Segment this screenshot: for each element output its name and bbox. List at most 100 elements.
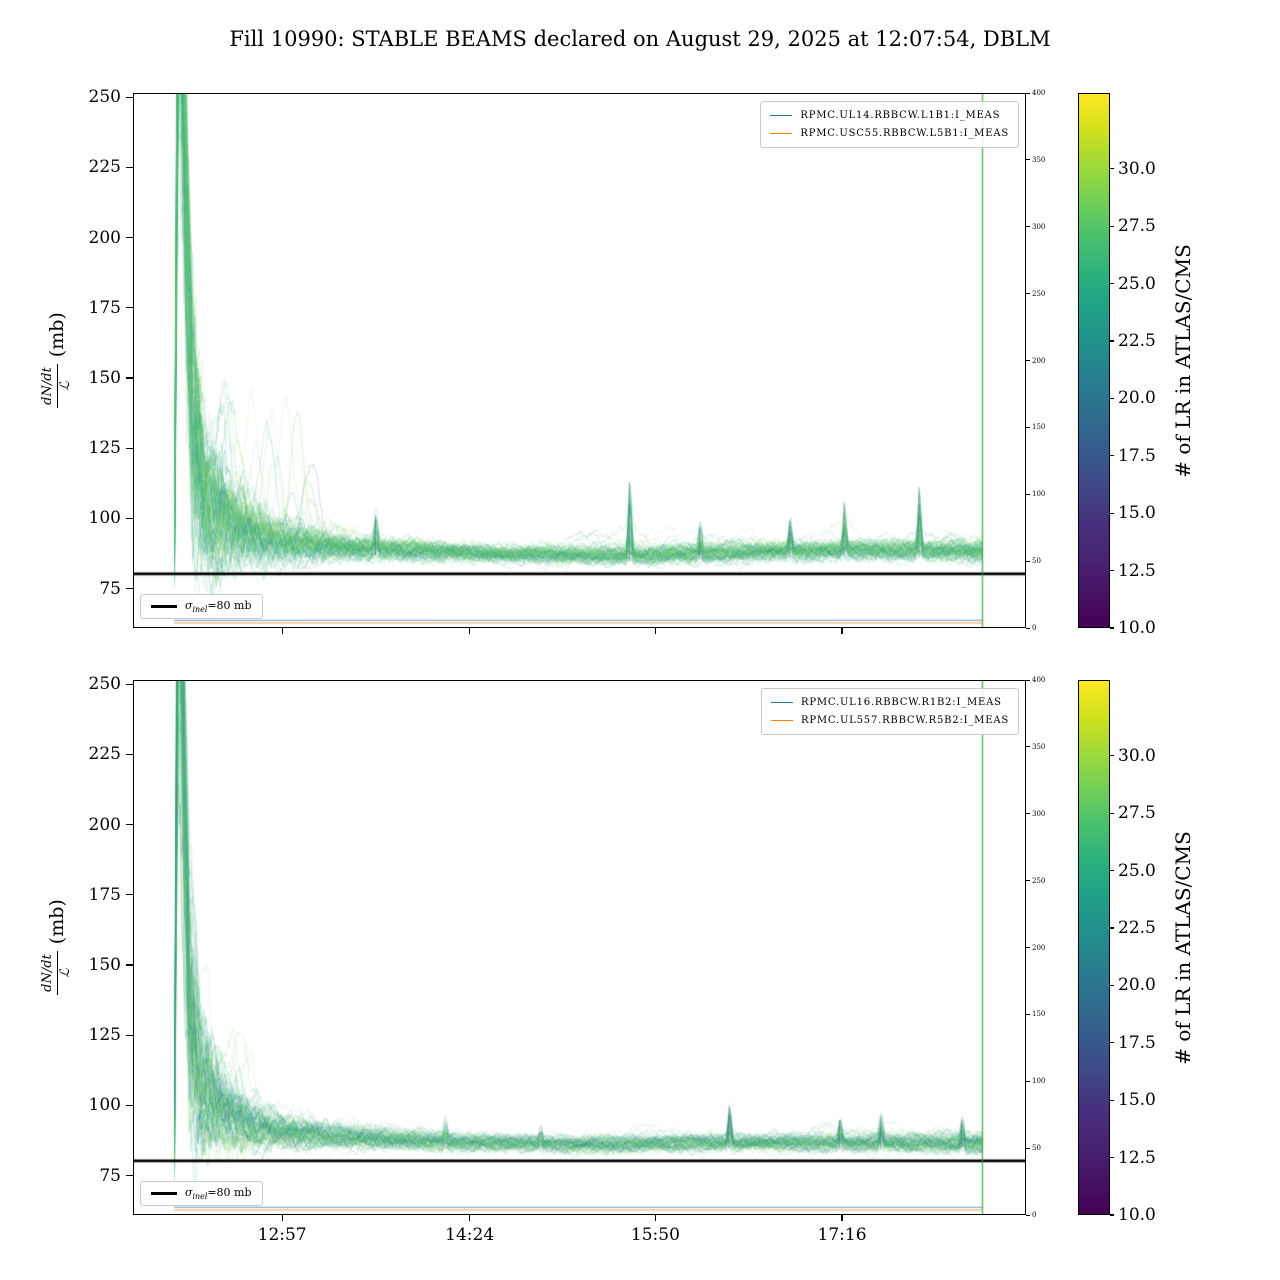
x-tick-mark <box>841 1215 843 1221</box>
colorbar-tick-label: 15.0 <box>1118 1090 1156 1111</box>
legend-label: RPMC.USC55.RBBCW.L5B1:I_MEAS <box>800 127 1009 139</box>
colorbar-label-top: # of LR in ATLAS/CMS <box>1171 244 1195 478</box>
y-tick-mark <box>126 894 133 896</box>
legend-label: RPMC.UL16.RBBCW.R1B2:I_MEAS <box>800 697 1002 708</box>
colorbar-tick-label: 25.0 <box>1118 860 1156 881</box>
right-axis-tick-label: 400 <box>1032 89 1046 97</box>
right-axis-tick-mark <box>1026 560 1030 562</box>
y-tick-label: 150 <box>88 368 121 389</box>
y-tick-mark <box>126 964 133 966</box>
threshold-legend-top: σinel=80 mb <box>140 593 263 619</box>
legend-item: RPMC.UL557.RBBCW.R5B2:I_MEAS <box>770 712 1009 730</box>
y-axis-unit: (mb) <box>46 899 68 945</box>
colorbar-tick-mark <box>1110 869 1114 872</box>
colorbar-tick-mark <box>1110 455 1114 457</box>
right-axis-tick-label: 350 <box>1032 742 1046 751</box>
right-axis-tick-mark <box>1026 1080 1030 1082</box>
colorbar-tick-mark <box>1110 812 1114 814</box>
right-axis-tick-label: 300 <box>1032 222 1046 231</box>
y-axis-numerator: dN/dt <box>40 951 58 995</box>
colorbar-tick-mark <box>1110 927 1114 929</box>
y-tick-label: 200 <box>88 227 121 248</box>
x-tick-mark <box>281 1215 283 1221</box>
right-axis-tick-label: 0 <box>1032 1211 1037 1219</box>
legend-label: RPMC.UL14.RBBCW.L1B1:I_MEAS <box>800 110 1001 121</box>
y-tick-label: 75 <box>99 578 121 599</box>
colorbar-tick-mark <box>1110 1156 1114 1159</box>
right-axis-tick-label: 200 <box>1032 356 1046 365</box>
right-axis-tick-label: 200 <box>1032 943 1046 952</box>
colorbar-tick-label: 10.0 <box>1118 1205 1156 1225</box>
threshold-label: σinel=80 mb <box>185 1185 252 1201</box>
colorbar-tick-mark <box>1110 755 1114 757</box>
y-tick-mark <box>126 96 133 98</box>
right-axis-tick-label: 0 <box>1032 624 1037 632</box>
y-tick-label: 250 <box>88 674 121 695</box>
colorbar-tick-label: 30.0 <box>1118 745 1156 766</box>
y-tick-mark <box>126 1175 133 1177</box>
y-tick-mark <box>126 1104 133 1107</box>
right-axis-tick-mark <box>1026 746 1030 748</box>
colorbar-tick-label: 12.5 <box>1118 1147 1156 1168</box>
colorbar-tick-mark <box>1110 397 1114 399</box>
y-tick-label: 250 <box>88 87 121 108</box>
colorbar-tick-label: 27.5 <box>1118 216 1156 237</box>
colorbar-tick-label: 10.0 <box>1118 618 1156 638</box>
y-axis-numerator: dN/dt <box>40 364 58 408</box>
legend-item: RPMC.UL14.RBBCW.L1B1:I_MEAS <box>770 107 1009 125</box>
legend-line-orange-icon <box>770 719 793 721</box>
colorbar-tick-label: 22.5 <box>1118 330 1156 351</box>
legend-top: RPMC.UL14.RBBCW.L1B1:I_MEAS RPMC.USC55.R… <box>760 101 1019 148</box>
colorbar-tick-mark <box>1110 1099 1114 1101</box>
y-tick-mark <box>126 307 133 309</box>
y-tick-mark <box>126 166 133 168</box>
plot-area-top: RPMC.UL14.RBBCW.L1B1:I_MEAS RPMC.USC55.R… <box>133 93 1026 628</box>
x-tick-label: 14:24 <box>445 1225 495 1245</box>
threshold-legend-bottom: σinel=80 mb <box>140 1180 263 1206</box>
x-tick-mark <box>469 628 471 634</box>
y-tick-label: 100 <box>88 508 121 529</box>
right-axis-tick-mark <box>1026 159 1030 161</box>
threshold-line-icon <box>151 605 177 608</box>
y-tick-label: 75 <box>99 1165 121 1186</box>
colorbar-tick-label: 27.5 <box>1118 803 1156 824</box>
y-tick-label: 150 <box>88 955 121 976</box>
y-tick-mark <box>126 447 133 449</box>
colorbar-tick-mark <box>1110 569 1114 572</box>
right-axis-tick-mark <box>1026 493 1030 495</box>
y-tick-mark <box>126 683 133 685</box>
right-axis-tick-label: 150 <box>1032 423 1046 432</box>
legend-line-orange-icon <box>770 132 793 134</box>
colorbar-tick-label: 20.0 <box>1118 388 1156 409</box>
right-axis-tick-mark <box>1026 426 1030 428</box>
right-axis-tick-label: 250 <box>1032 876 1046 885</box>
right-axis-tick-mark <box>1026 679 1030 681</box>
right-axis-tick-mark <box>1026 92 1030 94</box>
colorbar-tick-label: 30.0 <box>1118 158 1156 179</box>
right-axis-tick-mark <box>1026 880 1030 882</box>
right-axis-tick-label: 250 <box>1032 289 1046 298</box>
figure-title: Fill 10990: STABLE BEAMS declared on Aug… <box>229 27 1051 51</box>
plot-area-bottom: RPMC.UL16.RBBCW.R1B2:I_MEAS RPMC.UL557.R… <box>133 680 1026 1215</box>
legend-bottom: RPMC.UL16.RBBCW.R1B2:I_MEAS RPMC.UL557.R… <box>760 688 1019 735</box>
right-axis-tick-mark <box>1026 1013 1030 1015</box>
colorbar-tick-label: 22.5 <box>1118 917 1156 938</box>
x-tick-mark <box>654 1215 656 1221</box>
y-axis-unit: (mb) <box>46 312 68 358</box>
right-axis-tick-label: 350 <box>1032 155 1046 164</box>
y-tick-mark <box>126 588 133 590</box>
colorbar-tick-mark <box>1110 340 1114 342</box>
y-tick-label: 200 <box>88 814 121 835</box>
right-axis-tick-label: 50 <box>1032 557 1041 566</box>
x-tick-mark <box>281 628 283 634</box>
right-axis-tick-label: 400 <box>1032 676 1046 684</box>
right-axis-tick-mark <box>1026 293 1030 295</box>
right-axis-tick-label: 100 <box>1032 490 1046 499</box>
x-tick-label: 12:57 <box>257 1225 307 1245</box>
x-tick-mark <box>841 628 843 634</box>
colorbar-tick-label: 15.0 <box>1118 503 1156 524</box>
right-axis-tick-mark <box>1026 627 1030 629</box>
colorbar-tick-label: 20.0 <box>1118 975 1156 996</box>
right-axis-tick-mark <box>1026 1214 1030 1216</box>
